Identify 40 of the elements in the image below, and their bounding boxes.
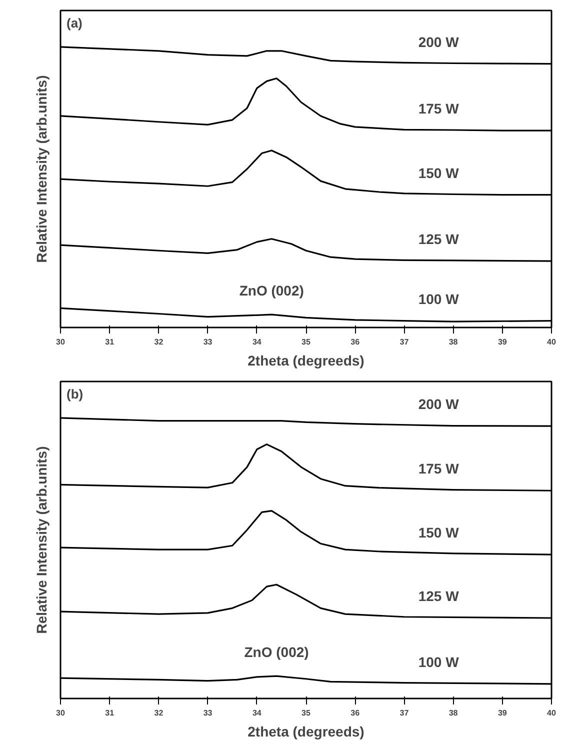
series-label: 175 W xyxy=(418,460,460,477)
series-label: 200 W xyxy=(418,396,460,412)
series-label: 125 W xyxy=(418,231,460,248)
x-tick-label: 35 xyxy=(302,708,311,718)
series-label: 175 W xyxy=(418,100,460,117)
x-tick-label: 31 xyxy=(105,708,115,718)
x-tick-label: 36 xyxy=(350,338,360,346)
chart-title: (a) xyxy=(66,16,82,30)
x-axis-title: 2theta (degreeds) xyxy=(248,352,364,368)
series-label: 100 W xyxy=(418,654,460,670)
x-axis-title: 2theta (degreeds) xyxy=(248,724,364,740)
x-tick-label: 40 xyxy=(547,338,556,346)
series-label: 200 W xyxy=(418,34,460,50)
x-tick-label: 40 xyxy=(547,708,556,718)
series-label: 125 W xyxy=(418,588,460,604)
x-tick-label: 37 xyxy=(400,708,410,718)
x-tick-label: 30 xyxy=(56,338,66,346)
x-tick-label: 38 xyxy=(448,708,458,718)
y-axis-title: Relative Intensity (arb.units) xyxy=(34,75,50,263)
x-tick-label: 35 xyxy=(302,338,311,346)
x-tick-label: 39 xyxy=(498,338,508,346)
series-label: 150 W xyxy=(418,164,460,181)
x-tick-label: 32 xyxy=(154,338,164,346)
x-tick-label: 34 xyxy=(252,338,262,346)
x-tick-label: 33 xyxy=(203,338,213,346)
annotation: ZnO (002) xyxy=(239,282,304,299)
x-tick-label: 38 xyxy=(448,338,458,346)
x-tick-label: 36 xyxy=(350,708,360,718)
x-tick-label: 30 xyxy=(56,708,66,718)
chart-title: (b) xyxy=(66,386,84,402)
x-tick-label: 31 xyxy=(105,338,115,346)
x-tick-label: 32 xyxy=(154,708,164,718)
x-tick-label: 39 xyxy=(498,708,508,718)
series-label: 100 W xyxy=(418,290,460,307)
x-tick-label: 34 xyxy=(252,708,262,718)
x-tick-label: 37 xyxy=(400,338,410,346)
series-label: 150 W xyxy=(418,524,460,541)
x-tick-label: 33 xyxy=(203,708,213,718)
y-axis-title: Relative Intensity (arb.units) xyxy=(34,446,50,634)
annotation: ZnO (002) xyxy=(244,644,309,660)
